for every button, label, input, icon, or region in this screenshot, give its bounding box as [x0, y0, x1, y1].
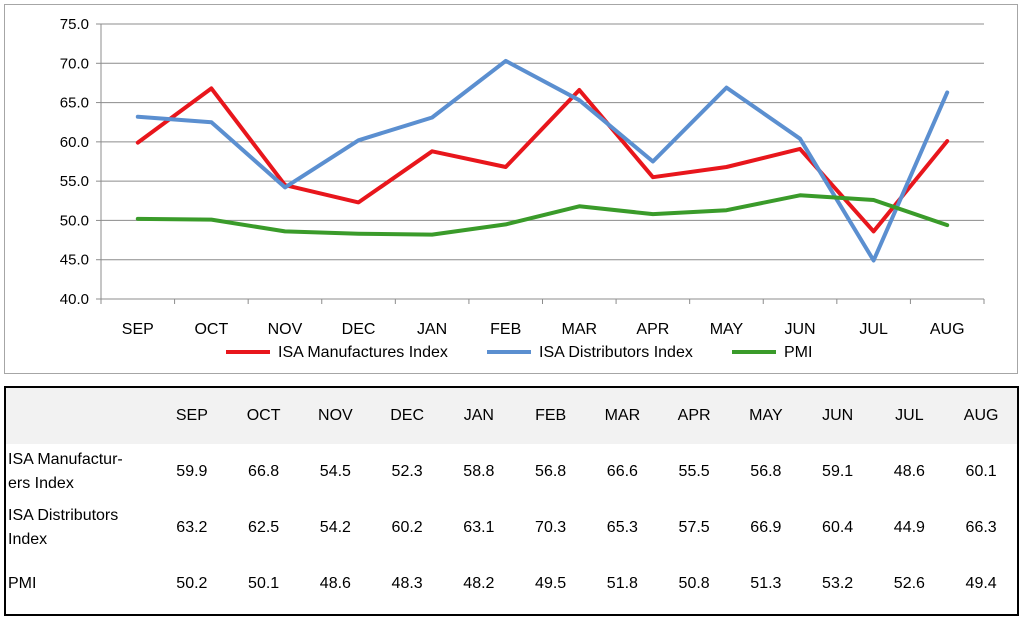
table-corner-cell [6, 388, 156, 444]
legend-label: ISA Distributors Index [539, 344, 693, 361]
x-tick-label: JAN [417, 321, 447, 338]
table-column-header: AUG [963, 407, 999, 424]
table-cell: 66.3 [965, 519, 997, 536]
table-column-header: SEP [175, 407, 208, 424]
data-table: SEP OCT NOV DEC JAN FEB MAR APR MAY JUN JUL AUG ISA… [6, 388, 1017, 612]
table-cell: 49.5 [535, 575, 567, 592]
table-cell: 65.3 [606, 519, 638, 536]
table-row: ISA Distributors Index 63.2 62.5 54.2 60.2 63.… [6, 500, 1017, 556]
x-tick-label: JUN [784, 321, 815, 338]
table-row-label: PMI [6, 556, 156, 612]
x-tick-label: OCT [194, 321, 228, 338]
table-cell: 54.5 [319, 463, 351, 480]
table-cell: 59.1 [822, 463, 854, 480]
table-column-header: DEC [390, 407, 425, 424]
row-label-line: ers Index [8, 475, 74, 492]
table-cell: 50.1 [248, 575, 280, 592]
legend-label: ISA Manufactures Index [278, 344, 448, 361]
table-cell: 48.6 [319, 575, 351, 592]
table-column-header: MAY [749, 407, 783, 424]
chart-container: 40.0 45.0 50.0 55.0 60.0 65.0 70.0 75.0 SEP OCT NO… [4, 4, 1018, 374]
table-row-label: ISA Manufactur-ers Index [6, 444, 156, 500]
x-tick-label: AUG [930, 321, 965, 338]
x-tick-label: APR [636, 321, 669, 338]
table-cell: 56.8 [750, 463, 782, 480]
table-cell: 56.8 [535, 463, 567, 480]
table-cell: 59.9 [176, 463, 208, 480]
y-tick-label: 65.0 [60, 95, 89, 112]
x-tick-label: DEC [342, 321, 376, 338]
series-line-1 [135, 86, 950, 234]
x-tick-label: SEP [122, 321, 154, 338]
x-tick-label: FEB [490, 321, 521, 338]
table-cell: 58.8 [463, 463, 495, 480]
table-row-label: ISA Distributors Index [6, 500, 156, 556]
table-cell: 50.8 [678, 575, 710, 592]
table-cell: 44.9 [893, 519, 925, 536]
y-tick-label: 75.0 [60, 16, 89, 33]
y-tick-label: 40.0 [60, 291, 89, 308]
x-tick-label: NOV [268, 321, 303, 338]
table-cell: 63.2 [176, 519, 208, 536]
table-column-header: JUN [822, 407, 854, 424]
table-cell: 55.5 [678, 463, 710, 480]
table-cell: 48.3 [391, 575, 423, 592]
table-cell: 53.2 [822, 575, 854, 592]
table-cell: 66.9 [750, 519, 782, 536]
y-tick-label: 50.0 [60, 212, 89, 229]
table-cell: 60.4 [822, 519, 854, 536]
table-column-header: NOV [318, 407, 353, 424]
table-column-header: OCT [246, 407, 281, 424]
x-tick-label: JUL [859, 321, 888, 338]
y-tick-label: 70.0 [60, 55, 89, 72]
table-cell: 62.5 [248, 519, 280, 536]
row-label-line: Index [8, 531, 48, 548]
table-column-header: JUL [895, 407, 924, 424]
table-column-header: APR [677, 407, 711, 424]
table-cell: 51.8 [606, 575, 638, 592]
line-chart: 40.0 45.0 50.0 55.0 60.0 65.0 70.0 75.0 SEP OCT NO… [60, 16, 985, 361]
table-column-header: JAN [463, 407, 494, 424]
series-line-2 [135, 58, 950, 263]
table-row: PMI 50.2 50.1 48.6 48.3 48.2 49.5 51.8 50.8 51.3 5… [6, 556, 1017, 612]
x-tick-label: MAR [562, 321, 598, 338]
table-cell: 48.6 [893, 463, 925, 480]
table-cell: 57.5 [678, 519, 710, 536]
y-tick-label: 55.0 [60, 173, 89, 190]
row-label-line: ISA Manufactur- [8, 451, 123, 468]
series-line-3 [135, 193, 950, 237]
table-cell: 63.1 [463, 519, 495, 536]
table-header-row: SEP OCT NOV DEC JAN FEB MAR APR MAY JUN JUL AUG [6, 388, 1017, 444]
table-cell: 66.8 [248, 463, 280, 480]
x-tick-label: MAY [710, 321, 744, 338]
table-cell: 66.6 [606, 463, 638, 480]
table-cell: 49.4 [965, 575, 997, 592]
table-column-header: MAR [604, 407, 641, 424]
table-cell: 51.3 [750, 575, 782, 592]
table-cell: 54.2 [319, 519, 351, 536]
y-tick-label: 45.0 [60, 252, 89, 269]
table-cell: 48.2 [463, 575, 495, 592]
y-tick-label: 60.0 [60, 134, 89, 151]
row-label-line: PMI [8, 575, 37, 592]
table-column-header: FEB [535, 407, 567, 424]
table-row: ISA Manufactur-ers Index 59.9 66.8 54.5 52.3… [6, 444, 1017, 500]
row-label-line: ISA Distributors [8, 507, 119, 524]
legend-label: PMI [784, 344, 812, 361]
table-cell: 52.3 [391, 463, 423, 480]
table-cell: 60.2 [391, 519, 423, 536]
table-cell: 52.6 [893, 575, 925, 592]
table-cell: 70.3 [535, 519, 567, 536]
data-table-container: SEP OCT NOV DEC JAN FEB MAR APR MAY JUN JUL AUG ISA… [4, 386, 1019, 616]
table-cell: 50.2 [176, 575, 208, 592]
table-cell: 60.1 [965, 463, 997, 480]
